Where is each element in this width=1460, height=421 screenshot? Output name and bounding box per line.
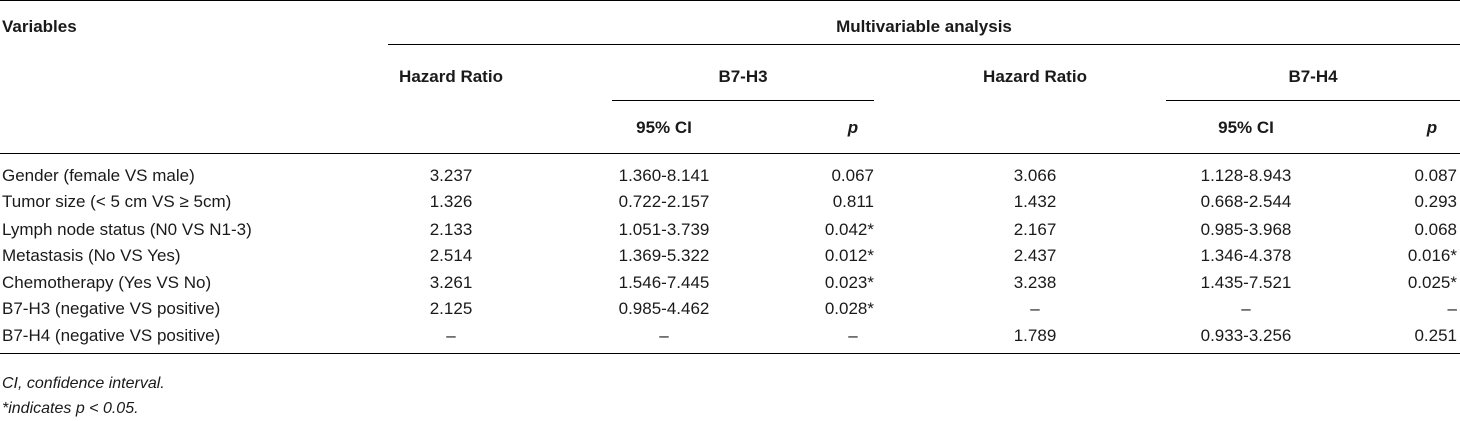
b7h3-hazard-ratio-cell: 2.125 [429,299,473,318]
b7h4-p-cell: 0.251 [1414,326,1457,345]
b7h3-hazard-ratio-cell: 2.133 [429,220,473,239]
b7h3-ci-header: 95% CI [636,118,692,137]
b7h4-ci-cell: 0.985-3.968 [1200,220,1292,239]
b7h3-hazard-ratio-cell: 2.514 [429,246,473,265]
header-bottom-rule [0,153,1460,154]
footnote-significance: *indicates p < 0.05. [2,400,139,417]
b7h3-ci-cell: 1.546-7.445 [618,273,710,292]
b7h4-hazard-ratio-cell: 1.432 [1013,192,1057,211]
b7h4-hazard-ratio-cell: 1.789 [1013,326,1057,345]
b7h4-p-cell: 0.025* [1407,273,1457,292]
b7h3-hazard-ratio-cell: 3.237 [429,166,473,185]
b7h4-hazard-ratio-cell: – [1030,299,1040,318]
b7h3-p-cell: 0.811 [832,192,874,211]
b7h3-p-cell: 0.028* [824,299,874,318]
b7h3-p-cell: 0.023* [824,273,874,292]
b7h4-ci-cell: 0.668-2.544 [1200,192,1292,211]
b7h4-p-header: p [1426,118,1438,137]
b7h4-hazard-ratio-cell: 2.437 [1013,246,1057,265]
b7h3-ci-cell: 1.360-8.141 [618,166,710,185]
b7h4-marker-header: B7-H4 [1288,67,1338,86]
b7h3-p-header: p [847,118,859,137]
row-label: Lymph node status (N0 VS N1-3) [2,220,252,239]
b7h4-ci-cell: 1.435-7.521 [1200,273,1292,292]
b7h4-hazard-ratio-cell: 2.167 [1013,220,1057,239]
row-label: Chemotherapy (Yes VS No) [2,273,212,292]
row-label: Gender (female VS male) [2,166,195,185]
b7h3-hazard-ratio-cell: – [446,326,456,345]
row-label: B7-H4 (negative VS positive) [2,326,221,345]
b7h3-rule [612,100,874,101]
b7h4-hazard-ratio-cell: 3.066 [1013,166,1057,185]
b7h3-ci-cell: 1.051-3.739 [618,220,710,239]
b7h4-p-cell: 0.087 [1414,166,1457,185]
variables-header: Variables [2,17,77,36]
row-label: Metastasis (No VS Yes) [2,246,181,265]
b7h3-p-cell: 0.067 [831,166,874,185]
b7h4-p-cell: 0.016* [1407,246,1457,265]
b7h3-hazard-ratio-cell: 1.326 [429,192,473,211]
b7h4-p-cell: 0.068 [1414,220,1457,239]
b7h4-hazard-ratio-cell: 3.238 [1013,273,1057,292]
b7h4-ci-cell: 0.933-3.256 [1200,326,1292,345]
b7h4-p-cell: – [1447,299,1457,318]
b7h3-ci-cell: – [659,326,669,345]
b7h3-ci-cell: 0.722-2.157 [618,192,710,211]
b7h3-ci-cell: 1.369-5.322 [618,246,710,265]
b7h3-marker-header: B7-H3 [718,67,768,86]
b7h4-ci-header: 95% CI [1218,118,1274,137]
row-label: Tumor size (< 5 cm VS ≥ 5cm) [2,192,232,211]
b7h4-rule [1166,100,1460,101]
b7h3-p-cell: – [848,326,858,345]
b7h3-hazard-ratio-cell: 3.261 [429,273,473,292]
multivariable-analysis-header: Multivariable analysis [836,17,1012,36]
b7h4-ci-cell: – [1241,299,1251,318]
b7h4-p-cell: 0.293 [1414,192,1457,211]
b7h3-p-cell: 0.042* [824,220,874,239]
b7h4-hazard-ratio-header: Hazard Ratio [983,67,1087,86]
top-rule [0,0,1460,1]
b7h4-ci-cell: 1.128-8.943 [1200,166,1292,185]
b7h3-hazard-ratio-header: Hazard Ratio [399,67,503,86]
b7h3-ci-cell: 0.985-4.462 [618,299,710,318]
b7h3-p-cell: 0.012* [824,246,874,265]
table-bottom-rule [0,353,1460,354]
footnote-ci: CI, confidence interval. [2,375,165,392]
row-label: B7-H3 (negative VS positive) [2,299,221,318]
b7h4-ci-cell: 1.346-4.378 [1200,246,1292,265]
group-rule [388,44,1460,45]
